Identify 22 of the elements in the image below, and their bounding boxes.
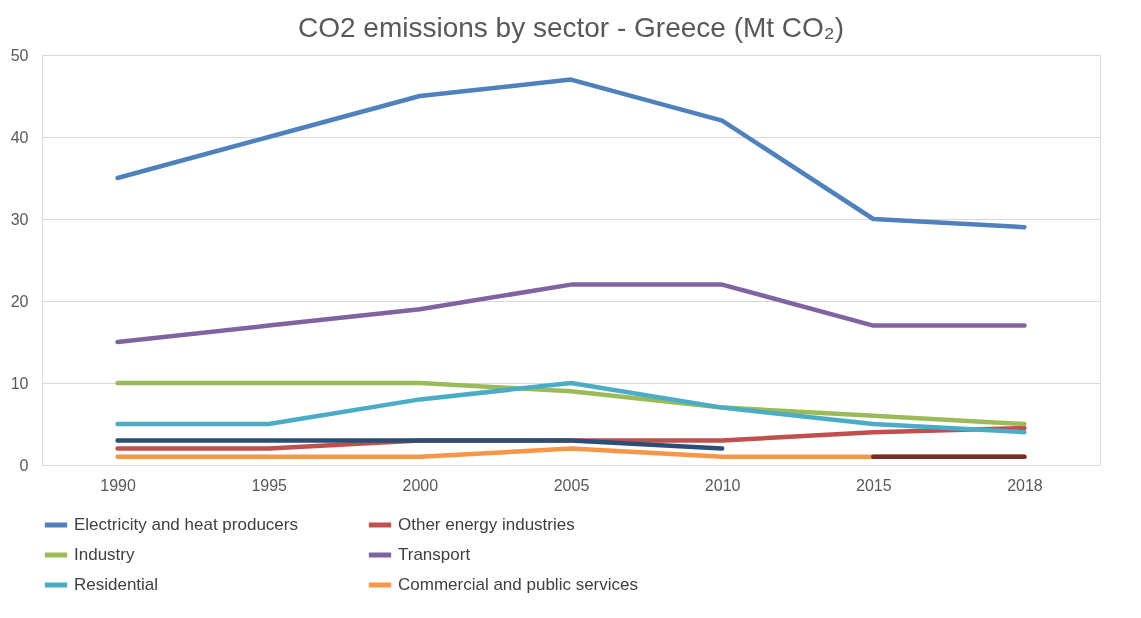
legend-label: Transport [398,545,471,564]
y-tick-label: 20 [10,292,29,310]
y-tick-label: 40 [10,128,29,146]
chart-title: CO2 emissions by sector - Greece (Mt CO₂) [297,12,845,43]
x-tick-label: 2018 [1007,476,1043,494]
legend-label: Commercial and public services [398,575,638,594]
x-tick-label: 1995 [251,476,288,494]
legend-label: Industry [74,545,135,564]
x-tick-label: 2000 [402,476,439,494]
x-tick-label: 2010 [704,476,741,494]
legend-label: Residential [74,575,159,594]
legend-label: Electricity and heat producers [74,515,298,534]
y-tick-label: 0 [19,456,29,474]
line-series [115,77,1027,230]
legend-label: Other energy industries [398,515,575,534]
y-tick-label: 30 [10,210,29,228]
x-tick-label: 2005 [553,476,590,494]
y-tick-label: 50 [10,46,29,64]
line-series [115,282,1027,345]
x-tick-label: 1990 [100,476,136,494]
y-tick-label: 10 [10,374,29,392]
x-tick-label: 2015 [855,476,892,494]
